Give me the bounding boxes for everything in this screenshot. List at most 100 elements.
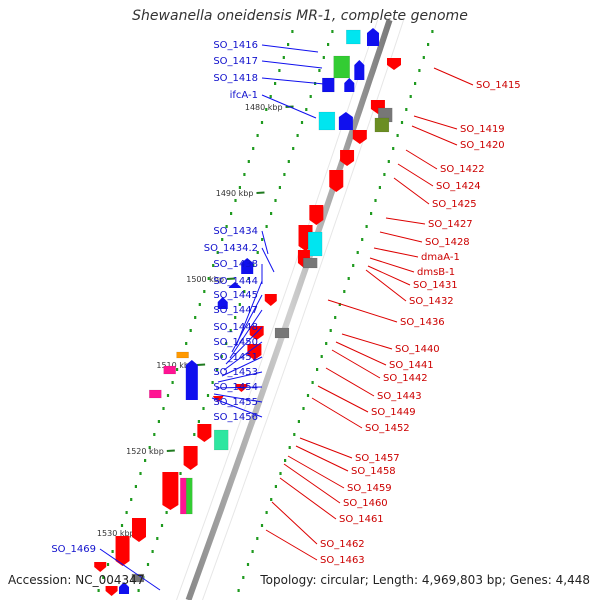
gc-track-mid-dot: [197, 420, 200, 423]
right-leader-line: [265, 529, 318, 561]
right-leader-line: [287, 455, 345, 489]
gc-track-left-dot: [157, 420, 160, 423]
gc-track-left-dot: [125, 511, 128, 514]
left-gene-label: ifcA-1: [230, 90, 258, 101]
right-leader-line: [311, 397, 363, 429]
gc-track-mid-dot: [179, 472, 182, 475]
gc-track-mid-dot: [165, 511, 168, 514]
gc-track-left-dot: [230, 212, 233, 215]
gc-track-mid-dot: [322, 56, 325, 59]
gc-track-right-dot: [422, 56, 425, 59]
gene-forward-arrow: [115, 536, 130, 566]
gc-track-mid-dot: [206, 394, 210, 397]
left-gene-label: SO_1445: [213, 290, 258, 301]
gc-track-right-dot: [316, 368, 319, 371]
gc-track-left-dot: [111, 550, 114, 553]
gc-track-left-dot: [176, 368, 179, 371]
gc-track-left-dot: [144, 459, 147, 462]
gc-track-mid-dot: [211, 381, 214, 384]
right-leader-line: [373, 247, 419, 258]
gene-reverse-arrow: [241, 258, 254, 274]
gc-track-mid-dot: [292, 147, 295, 150]
right-gene-label: SO_1415: [476, 80, 521, 91]
gc-track-right-dot: [306, 394, 310, 397]
right-leader-line: [413, 115, 458, 130]
gc-track-left-dot: [148, 446, 151, 449]
right-gene-label: SO_1458: [351, 466, 396, 477]
gc-track-right-dot: [320, 355, 323, 358]
gc-track-left-dot: [120, 524, 124, 527]
gene-forward-arrow: [131, 518, 146, 542]
gc-track-right-dot: [418, 69, 421, 72]
right-leader-line: [325, 367, 375, 397]
gene-forward-arrow: [162, 472, 179, 510]
right-leader-line: [411, 125, 458, 146]
summary-text: Topology: circular; Length: 4,969,803 bp…: [260, 573, 590, 587]
left-leader-line: [215, 386, 263, 389]
gene-forward-arrow: [235, 384, 248, 392]
gc-track-left-dot: [282, 56, 285, 59]
gc-track-mid-dot: [247, 277, 250, 280]
outer-track: [202, 19, 405, 600]
gc-track-right-dot: [256, 537, 259, 540]
left-gene-label: SO_1451: [213, 352, 258, 363]
gc-track-left-dot: [225, 225, 228, 228]
right-gene-label: SO_1443: [377, 391, 422, 402]
genome-title: Shewanella oneidensis MR-1, complete gen…: [132, 8, 468, 24]
gc-track-left-dot: [102, 576, 105, 579]
gene-box: [274, 327, 290, 339]
gc-track-right-dot: [288, 446, 291, 449]
left-leader-line: [99, 548, 161, 591]
gc-track-left-dot: [194, 316, 197, 319]
right-gene-label: SO_1432: [409, 296, 454, 307]
right-gene-label: dmaA-1: [421, 252, 460, 263]
left-gene-label: SO_1438: [213, 259, 258, 270]
gc-track-right-dot: [383, 173, 386, 176]
gc-track-right-dot: [293, 433, 296, 436]
gc-track-mid-dot: [296, 134, 299, 137]
right-leader-line: [367, 265, 411, 286]
gc-track-left-dot: [106, 563, 110, 566]
gc-track-right-dot: [325, 342, 328, 345]
right-leader-line: [335, 341, 387, 366]
gene-box: [186, 477, 193, 515]
tick-mark: [256, 191, 265, 194]
gc-track-right-dot: [311, 381, 314, 384]
gc-track-mid-dot: [318, 69, 321, 72]
gc-track-left-dot: [130, 498, 133, 501]
gene-box: [176, 351, 189, 359]
gc-track-mid-dot: [160, 524, 164, 527]
right-leader-line: [397, 163, 434, 187]
gc-track-left-dot: [256, 134, 259, 137]
tick-mark: [226, 277, 236, 280]
right-leader-line: [271, 501, 318, 545]
gene-forward-arrow: [183, 446, 198, 470]
gc-track-right-dot: [361, 238, 364, 241]
gene-reverse-arrow: [366, 28, 379, 46]
tick-mark: [166, 449, 175, 452]
right-gene-label: SO_1442: [383, 373, 428, 384]
gc-track-left-dot: [265, 108, 268, 111]
right-gene-label: SO_1425: [432, 199, 477, 210]
gene-box: [163, 365, 176, 375]
left-gene-label: SO_1450: [213, 337, 258, 348]
gene-reverse-arrow: [217, 297, 228, 309]
accession-text: Accession: NC_004347: [8, 573, 145, 587]
left-gene-label: SO_1434.2: [204, 243, 258, 254]
right-leader-line: [331, 349, 381, 379]
gc-track-right-dot: [251, 550, 254, 553]
gene-reverse-arrow: [344, 78, 355, 92]
gc-track-right-dot: [347, 277, 350, 280]
gc-track-left-dot: [291, 30, 294, 33]
gene-forward-arrow: [264, 294, 277, 306]
gc-track-mid-dot: [220, 355, 223, 358]
tick-label: 1500 kbp: [186, 275, 224, 284]
right-gene-label: SO_1441: [389, 360, 434, 371]
gc-track-left-dot: [97, 589, 100, 592]
right-leader-line: [279, 477, 337, 520]
gc-track-right-dot: [374, 199, 377, 202]
gc-track-right-dot: [246, 563, 250, 566]
gene-box: [149, 389, 162, 399]
gene-reverse-arrow: [185, 360, 198, 400]
gc-track-left-dot: [162, 407, 165, 410]
